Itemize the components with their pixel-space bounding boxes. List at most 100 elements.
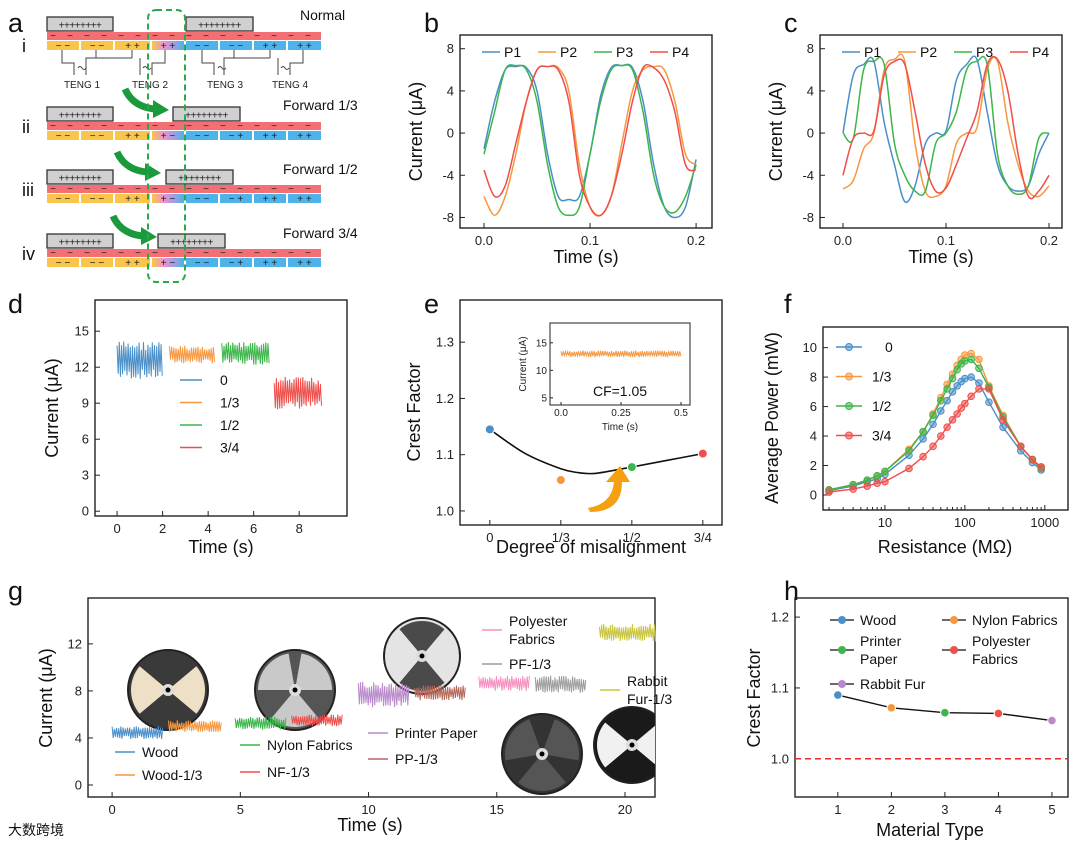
data-point xyxy=(975,355,983,364)
data-point xyxy=(975,385,983,393)
data-point xyxy=(943,396,951,405)
top-electrode xyxy=(157,233,226,249)
negative-charge: − xyxy=(50,121,56,132)
legend-label: P2 xyxy=(560,44,577,60)
panel-label: f xyxy=(784,289,792,319)
data-point xyxy=(937,432,945,440)
y-tick-label: 1.1 xyxy=(436,447,454,462)
negative-charge: − xyxy=(305,248,311,259)
y-tick-label: 1.2 xyxy=(436,391,454,406)
top-electrode xyxy=(185,16,254,32)
y-tick-label: -4 xyxy=(442,168,454,183)
data-point xyxy=(919,435,927,443)
negative-charge: − xyxy=(118,248,124,259)
segment-charges: + + xyxy=(263,258,278,269)
data-point xyxy=(975,364,983,373)
data-point xyxy=(919,427,927,436)
current-trace xyxy=(534,675,587,693)
data-point xyxy=(905,464,913,473)
electrode-segment xyxy=(186,194,218,203)
stage-label: Forward 3/4 xyxy=(283,225,358,241)
move-arrow-icon xyxy=(121,87,156,113)
x-tick-label: 0.0 xyxy=(554,408,568,419)
arrow-head-icon xyxy=(153,100,169,118)
negative-charge: − xyxy=(271,31,277,42)
printer-paper-disk-photo xyxy=(383,617,461,695)
inset-x-axis-title: Time (s) xyxy=(602,422,638,433)
move-arrow-icon xyxy=(109,214,144,240)
x-axis-title: Time (s) xyxy=(553,247,618,267)
legend-label: Wood xyxy=(860,612,896,628)
inset-current-trace xyxy=(560,349,682,359)
negative-charge: − xyxy=(203,121,209,132)
electrode-segment xyxy=(288,41,321,50)
electrode-segment xyxy=(186,41,218,50)
y-tick-label: 10 xyxy=(803,340,817,355)
x-tick-label: 0.0 xyxy=(475,233,493,248)
disk-sector xyxy=(597,722,632,768)
x-tick-label: 4 xyxy=(205,521,212,536)
legend-label: NF-1/3 xyxy=(267,764,310,780)
x-tick-label: 5 xyxy=(237,802,244,817)
panel-label: a xyxy=(8,8,24,38)
segment-charges: − − xyxy=(195,131,210,142)
segment-charges: + + xyxy=(263,194,278,205)
data-point xyxy=(484,424,495,435)
electrode-segment xyxy=(47,131,79,140)
stage-1: ++++++++ ++++++++− − − − − − − − − − − − − − − −− − − − + … xyxy=(22,7,345,56)
y-axis-title: Crest Factor xyxy=(404,362,424,461)
negative-charge: − xyxy=(50,184,56,195)
data-point xyxy=(886,702,897,713)
x-tick-label: 1 xyxy=(834,802,841,817)
legend-marker xyxy=(838,616,846,624)
legend-label: 0 xyxy=(220,372,228,388)
stage-numeral: iv xyxy=(22,244,35,264)
legend-label: P3 xyxy=(976,44,993,60)
inset-background xyxy=(550,323,690,405)
legend-label: 1/3 xyxy=(220,395,240,411)
negative-charge: − xyxy=(101,31,107,42)
plot-frame xyxy=(819,34,1063,229)
negative-charge: − xyxy=(220,184,226,195)
positive-charges: ++++++++ xyxy=(59,21,102,32)
disk-hole xyxy=(419,653,425,659)
data-point xyxy=(873,479,881,487)
chart-d: 0 2 4 6 8 0 3 6 9 12 15 0 1/3 1/2 3/4 Time (s) Current (… xyxy=(42,299,348,557)
electrode-segment xyxy=(220,131,252,140)
plot-frame xyxy=(87,597,656,798)
data-point xyxy=(937,396,945,405)
panel-label: h xyxy=(784,576,799,606)
segment-charges: + + xyxy=(125,41,140,52)
x-tick-label: 0.2 xyxy=(1040,233,1058,248)
segment-charges: − + xyxy=(229,258,244,269)
data-point xyxy=(929,411,937,420)
negative-charge: − xyxy=(50,31,56,42)
legend-label: Wood-1/3 xyxy=(142,767,203,783)
negative-charge: − xyxy=(186,121,192,132)
panel-a-diagram: ++++++++ ++++++++− − − − − − − − − − − − − − − −− − − − + … xyxy=(22,7,358,283)
negative-charge: − xyxy=(169,184,175,195)
negative-charge: − xyxy=(67,121,73,132)
disk-hole xyxy=(165,687,171,693)
segment-charges: + + xyxy=(161,41,176,52)
legend-marker xyxy=(950,616,958,624)
data-point xyxy=(940,707,950,718)
data-point xyxy=(985,385,993,393)
data-point xyxy=(555,475,566,485)
ac-symbol-icon xyxy=(217,66,290,70)
x-tick-label: 0.1 xyxy=(581,233,599,248)
fit-curve xyxy=(489,428,703,475)
electrode-segment xyxy=(288,194,321,203)
negative-charge: − xyxy=(118,184,124,195)
disk-hole xyxy=(539,751,545,757)
top-electrode xyxy=(172,106,241,122)
data-point xyxy=(849,485,857,493)
negative-charge: − xyxy=(84,121,90,132)
current-trace xyxy=(116,341,163,379)
y-tick-label: 0 xyxy=(807,126,814,141)
y-tick-label: 4 xyxy=(447,83,454,98)
stage-label: Forward 1/2 xyxy=(283,161,358,177)
segment-charges: − − xyxy=(195,258,210,269)
disk-sector xyxy=(399,656,445,691)
stage-2: ++++++++ ++++++++− − − − − − − − − − − − − − − −− − − − + … xyxy=(22,87,358,142)
